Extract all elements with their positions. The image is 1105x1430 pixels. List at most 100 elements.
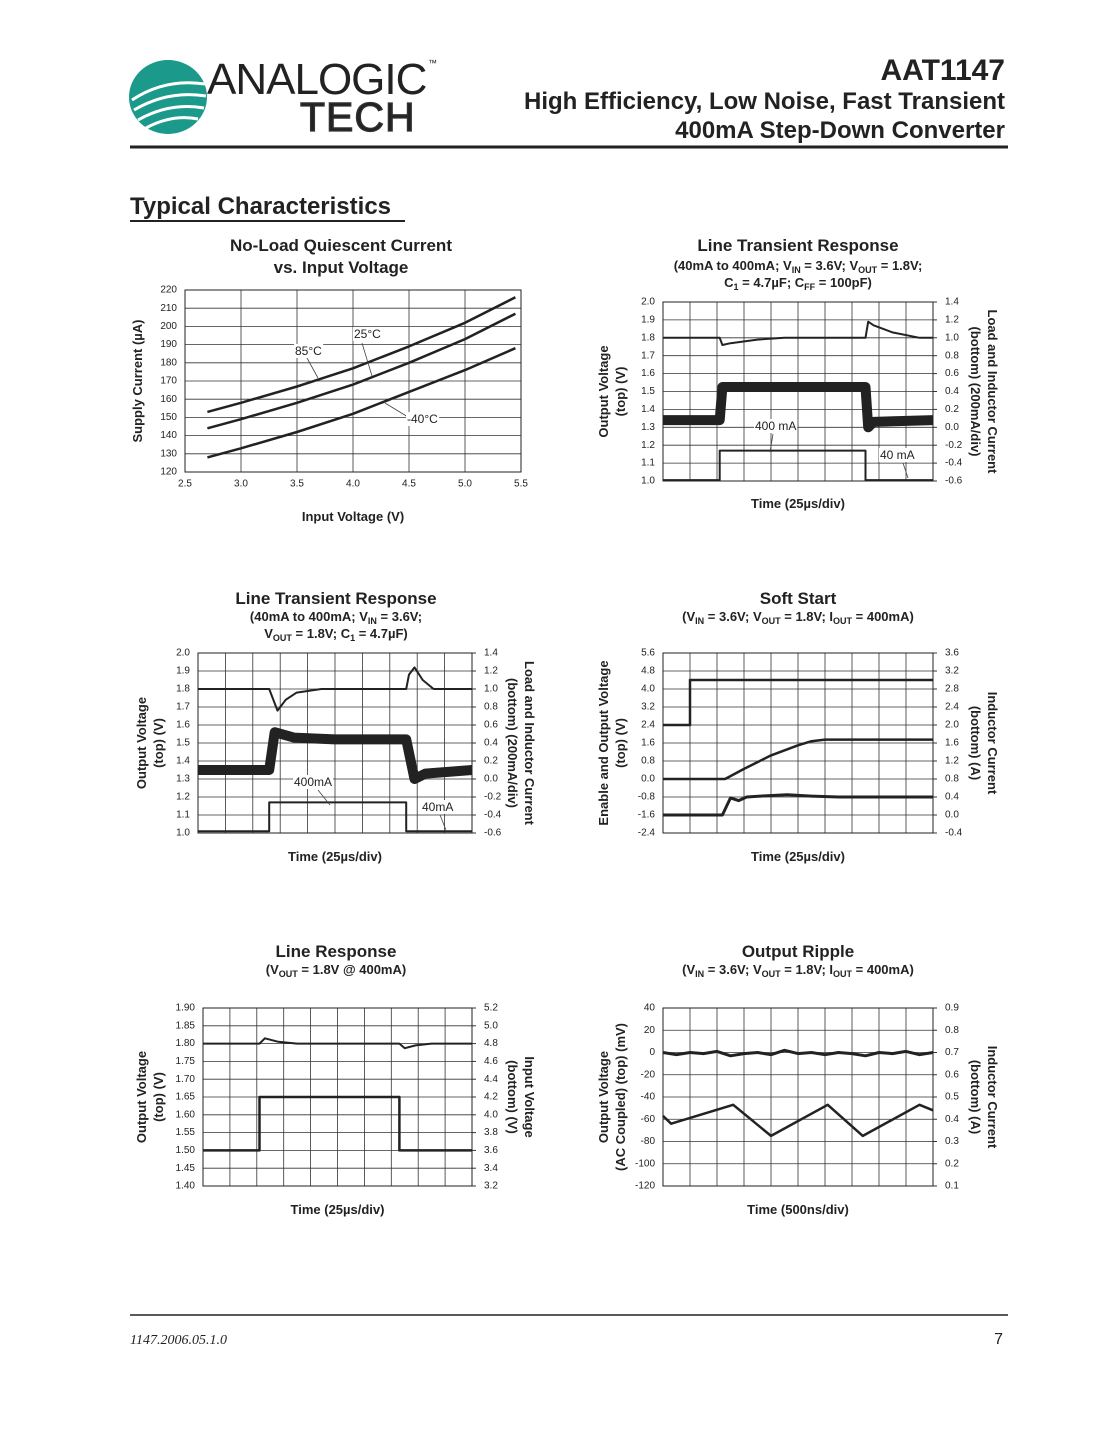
y-tick-label: 1.7: [176, 702, 190, 713]
y-tick-label: -1.6: [638, 810, 656, 821]
y-tick-label: 1.70: [176, 1074, 196, 1085]
y-tick-label: 1.6: [641, 738, 655, 749]
y2-tick-label: 0.0: [945, 810, 959, 821]
x-tick-label: 5.0: [458, 479, 472, 490]
plot-frame: [662, 652, 934, 834]
chart-title: Line Transient Response: [235, 589, 436, 608]
part-number: AAT1147: [880, 54, 1005, 87]
subscript: OUT: [858, 265, 878, 275]
y2-tick-label: 0.4: [945, 1114, 959, 1125]
series-line: [663, 678, 933, 727]
x-axis-label: Time (25µs/div): [291, 1202, 385, 1217]
chart-title: No-Load Quiescent Current: [230, 236, 452, 255]
y2-tick-label: 3.2: [945, 666, 959, 677]
plot-frame: [197, 652, 473, 834]
subtitle-run: = 1.8V; I: [781, 962, 833, 977]
y2-tick-label: 0.6: [945, 368, 959, 379]
y-tick-label: 160: [160, 394, 177, 405]
y2-tick-label: 0.3: [945, 1136, 959, 1147]
y-tick-label: 5.6: [641, 648, 655, 659]
x-tick-label: 5.5: [514, 479, 528, 490]
y-axis-label: (top) (V): [151, 718, 166, 768]
y-axis-label: (AC Coupled) (top) (mV): [613, 1023, 628, 1171]
x-tick-label: 2.5: [178, 479, 192, 490]
y-tick-label: 180: [160, 357, 177, 368]
subtitle-run: = 400mA): [852, 609, 914, 624]
subtitle-run: = 3.6V; V: [801, 258, 859, 273]
annotation-bg: [879, 448, 916, 462]
chart-title: Line Transient Response: [697, 236, 898, 255]
subtitle-run: = 1.8V; C: [292, 626, 351, 641]
y2-tick-label: 2.0: [945, 720, 959, 731]
series-line: [663, 738, 933, 781]
y2-tick-label: 0.8: [945, 774, 959, 785]
y2-tick-label: -0.6: [945, 476, 963, 487]
y2-tick-label: 2.4: [945, 702, 959, 713]
x-axis-label: Time (25µs/div): [288, 849, 382, 864]
chart-subtitle: (VIN = 3.6V; VOUT = 1.8V; IOUT = 400mA): [682, 609, 914, 626]
y-axis-label: Output Voltage: [596, 345, 611, 437]
y-tick-label: 200: [160, 321, 177, 332]
plot-frame: [184, 289, 522, 473]
y2-tick-label: 0.2: [945, 404, 959, 415]
doc-title: High Efficiency, Low Noise, Fast Transie…: [524, 88, 1005, 115]
annotation-bg: [353, 327, 383, 341]
y-tick-label: 220: [160, 285, 177, 296]
annotation: 400 mA: [755, 419, 796, 433]
y-tick-label: 1.65: [176, 1092, 196, 1103]
subtitle-run: V: [264, 626, 273, 641]
logo-top: ANALOGIC: [207, 55, 427, 104]
subtitle-run: = 3.6V; V: [704, 609, 762, 624]
subtitle-run: = 3.6V;: [377, 609, 422, 624]
plot-frame: [202, 1007, 473, 1187]
y-tick-label: 1.3: [641, 422, 655, 433]
annotation-bg: [406, 412, 440, 426]
y-tick-label: 1.90: [176, 1003, 196, 1014]
y-tick-label: 1.8: [176, 684, 190, 695]
y-axis-label: (top) (V): [613, 718, 628, 768]
y2-axis-label: Load and Inductor Current: [985, 310, 1000, 475]
y2-tick-label: 0.8: [945, 1025, 959, 1036]
series-line: [198, 727, 473, 784]
y2-tick-label: 3.6: [945, 648, 959, 659]
y-tick-label: -100: [635, 1158, 655, 1169]
x-tick-label: 4.0: [346, 479, 360, 490]
y2-tick-label: 1.2: [945, 756, 959, 767]
y-tick-label: -40: [641, 1092, 656, 1103]
y2-tick-label: 1.4: [484, 648, 498, 659]
y-tick-label: -60: [641, 1114, 656, 1125]
plot-frame: [662, 301, 934, 482]
y2-tick-label: 0.2: [945, 1158, 959, 1169]
subtitle-run: (V: [266, 962, 279, 977]
y2-tick-label: 3.4: [484, 1163, 498, 1174]
subscript: OUT: [273, 633, 293, 643]
x-axis-label: Time (25µs/div): [751, 849, 845, 864]
y-tick-label: 1.9: [176, 666, 190, 677]
annotation-leader: [902, 462, 909, 479]
y-tick-label: 1.4: [641, 404, 655, 415]
y2-axis-label: (bottom) (A): [968, 1060, 983, 1134]
y-tick-label: 1.5: [641, 386, 655, 397]
chart: Output Ripple(VIN = 3.6V; VOUT = 1.8V; I…: [596, 942, 1000, 1217]
chart-title: Soft Start: [760, 589, 837, 608]
x-axis-label: Time (500ns/div): [747, 1202, 849, 1217]
y2-tick-label: 0.5: [945, 1092, 959, 1103]
subscript: OUT: [762, 616, 782, 626]
annotation-leader: [439, 814, 447, 831]
subtitle-run: = 4.7µF; C: [739, 275, 805, 290]
y2-axis-label: Inductor Current: [985, 1046, 1000, 1149]
y2-tick-label: 1.0: [945, 332, 959, 343]
annotation-leader: [306, 357, 319, 379]
y-tick-label: -120: [635, 1181, 655, 1192]
chart-subtitle: VOUT = 1.8V; C1 = 4.7µF): [264, 626, 408, 643]
y-tick-label: -2.4: [638, 828, 656, 839]
chart-title: vs. Input Voltage: [274, 258, 409, 277]
y-tick-label: 1.1: [176, 810, 190, 821]
subscript: OUT: [762, 969, 782, 979]
y-tick-label: 1.9: [641, 315, 655, 326]
y2-tick-label: 0.8: [945, 350, 959, 361]
logo-bottom: TECH: [300, 94, 416, 140]
annotation-leader: [769, 433, 774, 453]
y-tick-label: 2.0: [176, 648, 190, 659]
y2-tick-label: 4.0: [484, 1109, 498, 1120]
